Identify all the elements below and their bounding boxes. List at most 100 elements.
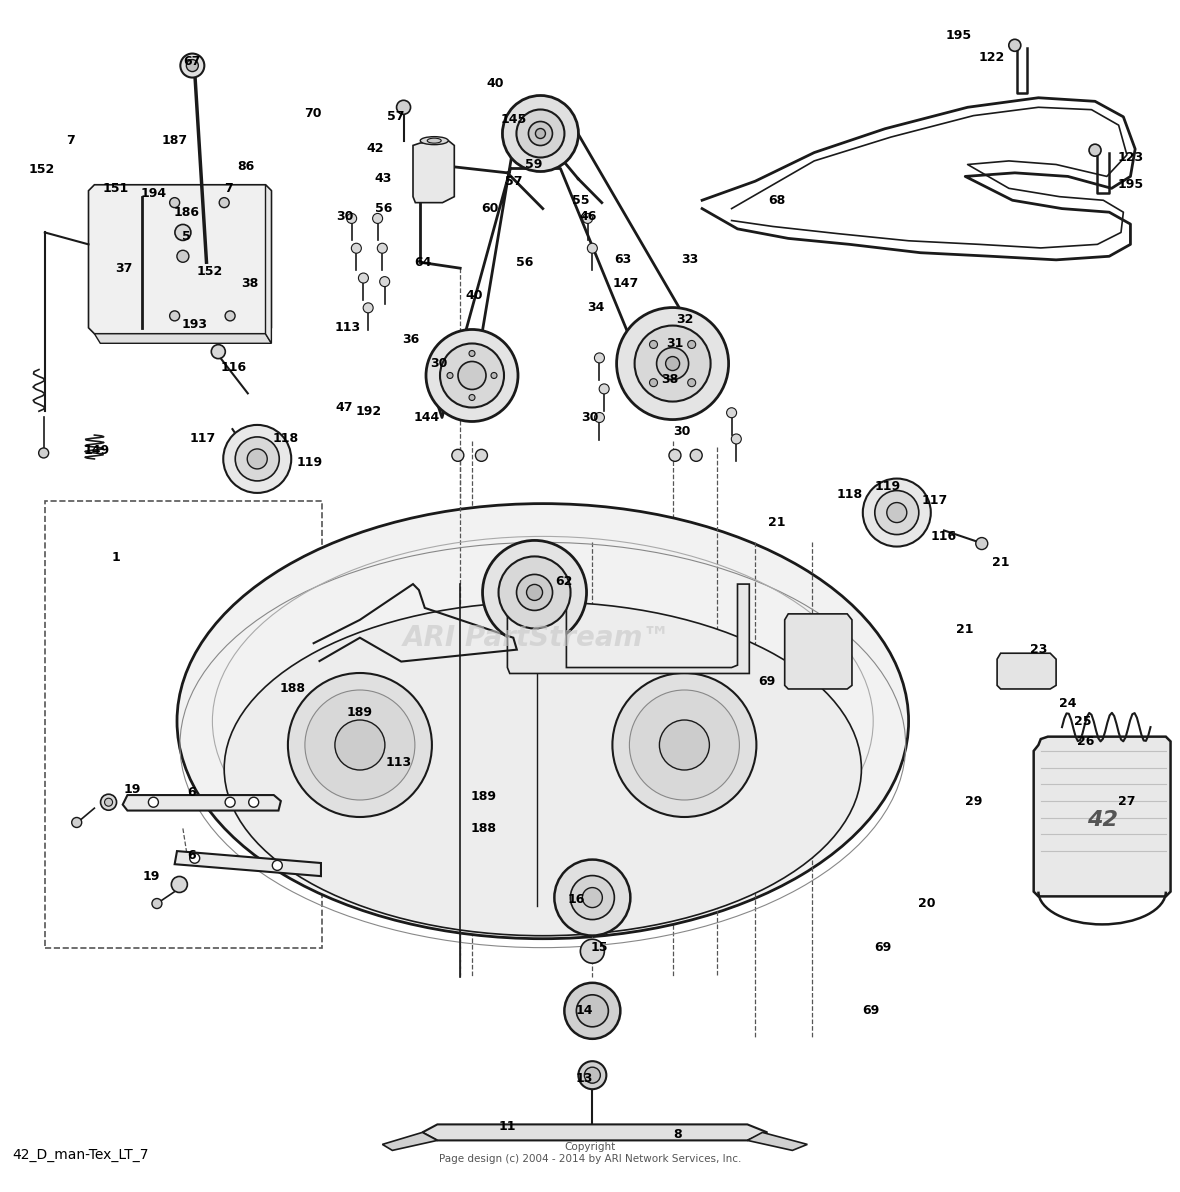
Polygon shape [175, 851, 321, 876]
Bar [45, 501, 322, 948]
Ellipse shape [427, 138, 441, 143]
Text: 69: 69 [759, 676, 775, 688]
Text: 36: 36 [402, 334, 419, 346]
Circle shape [248, 449, 267, 468]
Polygon shape [785, 614, 852, 689]
Text: 8: 8 [673, 1129, 682, 1141]
Circle shape [171, 876, 188, 893]
Text: 19: 19 [124, 783, 140, 795]
Circle shape [39, 448, 48, 458]
Circle shape [555, 859, 630, 936]
Ellipse shape [420, 137, 448, 144]
Text: 68: 68 [768, 194, 785, 206]
Circle shape [629, 690, 740, 800]
Text: 25: 25 [1075, 715, 1092, 727]
Text: 152: 152 [197, 266, 223, 278]
Text: 30: 30 [336, 211, 353, 223]
Text: 116: 116 [221, 361, 247, 373]
Circle shape [564, 983, 621, 1038]
Text: 26: 26 [1077, 735, 1094, 747]
Circle shape [529, 122, 552, 145]
Ellipse shape [224, 602, 861, 936]
Circle shape [887, 503, 906, 522]
Text: 42: 42 [367, 143, 384, 155]
Polygon shape [507, 584, 749, 673]
Text: 193: 193 [182, 318, 208, 330]
Circle shape [347, 213, 356, 223]
Text: 118: 118 [273, 433, 299, 445]
Text: 116: 116 [931, 530, 957, 542]
Circle shape [635, 325, 710, 402]
Text: 113: 113 [386, 757, 412, 769]
Circle shape [440, 343, 504, 408]
Circle shape [498, 557, 571, 628]
Circle shape [526, 584, 543, 601]
Text: Copyright
Page design (c) 2004 - 2014 by ARI Network Services, Inc.: Copyright Page design (c) 2004 - 2014 by… [439, 1142, 741, 1165]
Circle shape [219, 198, 229, 207]
Text: 194: 194 [140, 187, 166, 199]
Text: 6: 6 [186, 850, 196, 862]
Circle shape [688, 379, 696, 386]
Text: 149: 149 [84, 445, 110, 457]
Text: 40: 40 [487, 77, 504, 89]
Text: 24: 24 [1060, 697, 1076, 709]
Text: 117: 117 [190, 433, 216, 445]
Circle shape [152, 899, 162, 908]
Circle shape [186, 60, 198, 72]
Text: 31: 31 [667, 337, 683, 349]
Circle shape [363, 303, 373, 312]
Text: 16: 16 [568, 894, 584, 906]
Circle shape [458, 361, 486, 390]
Text: ARI PartStream™: ARI PartStream™ [402, 623, 671, 652]
Text: 19: 19 [143, 870, 159, 882]
Circle shape [483, 540, 586, 645]
Text: 187: 187 [162, 135, 188, 147]
Text: 57: 57 [387, 111, 404, 123]
Text: 192: 192 [355, 405, 381, 417]
Circle shape [599, 384, 609, 393]
Text: 21: 21 [768, 516, 785, 528]
Circle shape [656, 348, 689, 379]
Circle shape [170, 198, 179, 207]
Text: 123: 123 [1117, 151, 1143, 163]
Circle shape [223, 424, 291, 493]
Circle shape [359, 273, 368, 283]
Text: 30: 30 [674, 426, 690, 437]
Text: 122: 122 [978, 51, 1004, 63]
Circle shape [536, 129, 545, 138]
Circle shape [688, 341, 696, 348]
Text: 60: 60 [481, 203, 498, 215]
Text: 62: 62 [556, 576, 572, 588]
Circle shape [1089, 144, 1101, 156]
Circle shape [225, 797, 235, 807]
Polygon shape [422, 1124, 767, 1141]
Circle shape [491, 372, 497, 379]
Polygon shape [997, 653, 1056, 689]
Circle shape [352, 243, 361, 253]
Circle shape [426, 329, 518, 422]
Text: 195: 195 [1117, 179, 1143, 191]
Circle shape [666, 356, 680, 371]
Circle shape [588, 243, 597, 253]
Circle shape [583, 213, 592, 223]
Text: 86: 86 [237, 161, 254, 173]
Text: 38: 38 [662, 373, 678, 385]
Circle shape [576, 995, 609, 1026]
Circle shape [105, 799, 112, 806]
Circle shape [476, 449, 487, 461]
Text: 145: 145 [500, 113, 526, 125]
Text: 43: 43 [375, 173, 392, 185]
Text: 7: 7 [66, 135, 76, 147]
Text: 195: 195 [945, 30, 971, 42]
Circle shape [468, 350, 476, 356]
Text: 67: 67 [184, 56, 201, 68]
Polygon shape [266, 185, 271, 343]
Text: 32: 32 [676, 313, 693, 325]
Circle shape [211, 344, 225, 359]
Circle shape [584, 1067, 601, 1084]
Circle shape [649, 341, 657, 348]
Circle shape [177, 250, 189, 262]
Circle shape [235, 437, 280, 480]
Text: 38: 38 [242, 278, 258, 290]
Circle shape [100, 794, 117, 811]
